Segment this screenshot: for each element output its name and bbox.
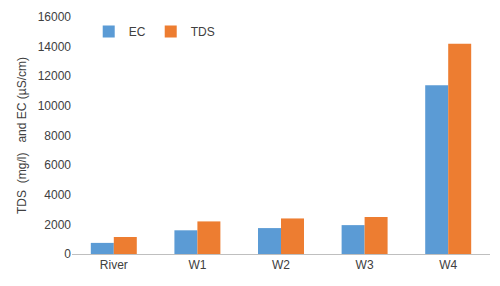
svg-text:W4: W4 [439,258,457,272]
svg-text:10000: 10000 [38,99,72,113]
svg-text:W1: W1 [188,258,206,272]
svg-text:TDS: TDS [191,25,215,39]
svg-text:14000: 14000 [38,40,72,54]
svg-text:EC: EC [129,25,146,39]
svg-text:W2: W2 [272,258,290,272]
svg-text:TDS (mg/l) and EC (µS/cm): TDS (mg/l) and EC (µS/cm) [15,57,29,214]
svg-text:6000: 6000 [44,158,71,172]
svg-text:12000: 12000 [38,69,72,83]
svg-text:8000: 8000 [44,129,71,143]
svg-text:16000: 16000 [38,10,72,24]
svg-text:River: River [100,258,128,272]
svg-text:0: 0 [64,247,71,261]
svg-text:2000: 2000 [44,218,71,232]
svg-text:W3: W3 [356,258,374,272]
svg-text:4000: 4000 [44,188,71,202]
